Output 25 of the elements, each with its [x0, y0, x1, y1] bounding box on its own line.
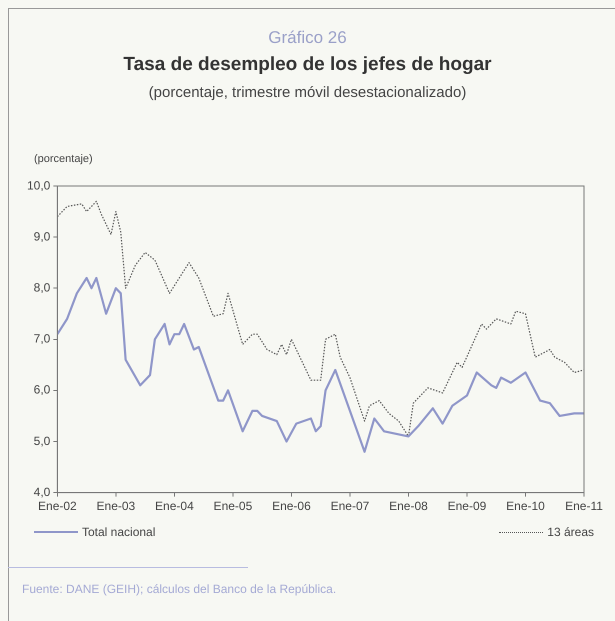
y-tick-label: 8,0 — [34, 280, 51, 295]
y-tick-label: 10,0 — [26, 178, 51, 192]
legend-label: Total nacional — [82, 525, 156, 539]
y-tick-label: 7,0 — [34, 332, 51, 346]
y-tick-label: 4,0 — [34, 484, 51, 499]
text: Gráfico 26 — [267, 28, 348, 48]
x-tick-label: Ene-06 — [272, 499, 312, 514]
x-tick-label: Ene-10 — [506, 499, 546, 514]
x-tick-label: Ene-05 — [214, 499, 253, 514]
x-tick-label: Ene-02 — [38, 499, 78, 514]
x-tick-label: Ene-03 — [96, 499, 136, 514]
legend-label: 13 áreas — [547, 525, 594, 539]
source-note: Fuente: DANE (GEIH); cálculos del Banco de la República. — [22, 582, 336, 596]
x-tick-label: Ene-08 — [389, 499, 428, 514]
x-tick-label: Ene-09 — [448, 499, 487, 514]
x-tick-label: Ene-07 — [330, 499, 370, 514]
x-tick-label: Ene-04 — [155, 499, 194, 514]
y-tick-label: 5,0 — [34, 434, 51, 448]
y-axis-title: (porcentaje) — [34, 153, 93, 165]
chart-subtitle: (porcentaje, trimestre móvil desestacionalizado) — [148, 84, 468, 101]
chart-title: Tasa de desempleo de los jefes de hogar — [122, 54, 493, 76]
line-series — [57, 200, 584, 437]
y-tick-label: 9,0 — [34, 229, 51, 244]
y-tick-label: 6,0 — [34, 382, 51, 397]
x-tick-label: Ene-11 — [565, 499, 604, 514]
